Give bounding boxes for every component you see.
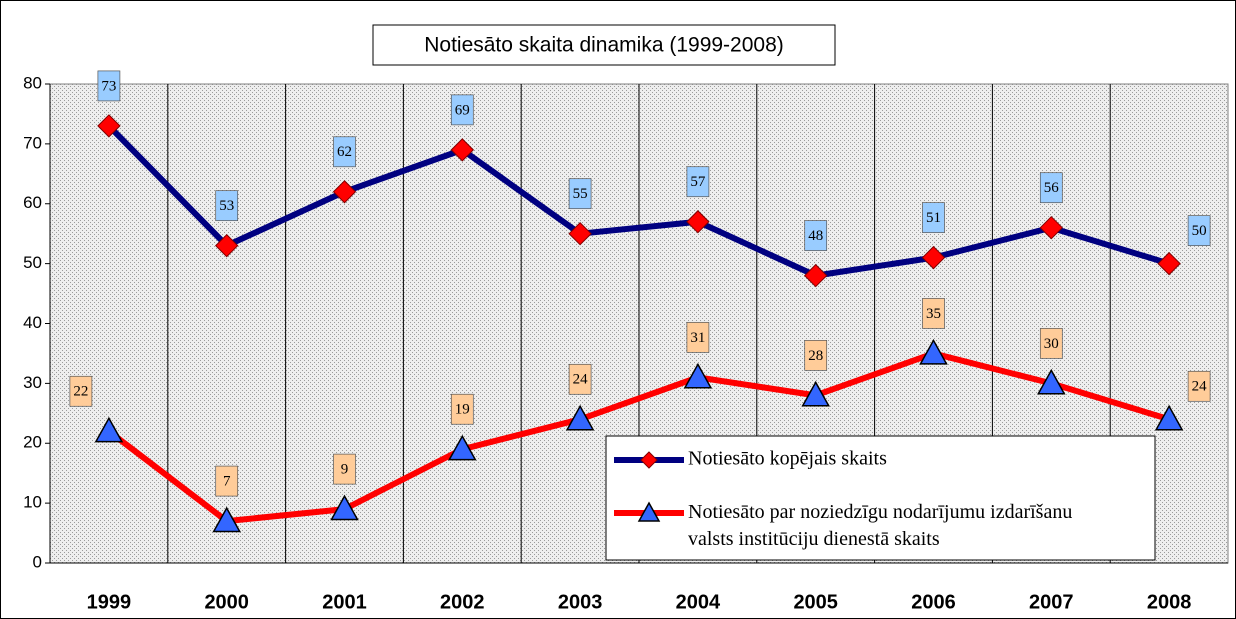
y-tick-label: 80 xyxy=(23,73,42,92)
marker xyxy=(212,506,241,533)
data-label-box xyxy=(568,178,592,210)
legend-box xyxy=(605,435,1156,561)
x-tick-label: 2008 xyxy=(1147,591,1192,613)
x-tick-label: 2003 xyxy=(558,591,603,613)
data-label-box xyxy=(215,465,239,497)
data-label: 19 xyxy=(455,402,470,418)
y-tick-label: 70 xyxy=(23,133,42,152)
data-label-box xyxy=(686,166,710,198)
marker xyxy=(568,221,592,246)
marker xyxy=(683,362,713,389)
x-tick-label: 2006 xyxy=(911,591,956,613)
legend-label: Notiesāto kopējais skaits xyxy=(688,448,887,470)
marker xyxy=(1039,215,1064,240)
y-tick-label: 10 xyxy=(23,493,42,512)
marker xyxy=(921,245,946,270)
data-label: 51 xyxy=(926,210,941,226)
y-tick-label: 0 xyxy=(33,552,42,571)
y-tick-label: 50 xyxy=(23,253,42,272)
data-label: 24 xyxy=(573,372,589,388)
series-line xyxy=(106,123,1170,279)
marker xyxy=(1037,368,1066,395)
data-label: 56 xyxy=(1044,180,1060,196)
data-label-box xyxy=(1187,370,1211,402)
y-tick-label: 40 xyxy=(23,313,42,332)
x-tick-label: 1999 xyxy=(87,591,132,613)
x-tick-label: 2000 xyxy=(204,591,249,613)
marker xyxy=(214,233,239,258)
data-label-box xyxy=(686,322,710,353)
data-label: 55 xyxy=(573,186,588,202)
marker xyxy=(1157,251,1181,276)
data-label-box xyxy=(1039,328,1063,359)
marker xyxy=(448,434,477,461)
data-label-box xyxy=(97,70,121,102)
data-label-box xyxy=(450,94,474,126)
data-label: 28 xyxy=(808,348,823,364)
marker xyxy=(94,416,124,443)
data-label-box xyxy=(922,298,945,329)
data-label: 69 xyxy=(455,102,470,118)
data-label-box xyxy=(450,393,474,425)
marker xyxy=(1154,404,1184,431)
series-line xyxy=(107,350,1170,525)
marker xyxy=(686,210,710,234)
data-label: 57 xyxy=(690,174,706,190)
marker xyxy=(637,501,661,522)
y-tick-label: 20 xyxy=(23,433,42,452)
marker xyxy=(801,380,830,407)
x-tick-label: 2002 xyxy=(440,591,485,613)
data-label: 22 xyxy=(73,384,88,400)
data-label: 53 xyxy=(219,198,234,214)
data-label-box xyxy=(1039,172,1063,204)
legend-label: Notiesāto par noziedzīgu nodarījumu izda… xyxy=(688,501,1072,550)
x-tick-label: 2001 xyxy=(322,591,367,613)
data-label-box xyxy=(1187,215,1211,246)
data-label: 30 xyxy=(1044,336,1059,352)
marker xyxy=(803,263,828,288)
data-label: 73 xyxy=(101,78,116,94)
data-label-box xyxy=(69,375,93,407)
data-label: 48 xyxy=(808,228,823,244)
y-tick-label: 60 xyxy=(23,193,42,212)
data-label: 9 xyxy=(341,462,349,478)
marker xyxy=(450,138,475,162)
marker xyxy=(919,338,948,365)
data-label-box xyxy=(804,340,828,371)
x-tick-label: 2005 xyxy=(793,591,838,613)
marker xyxy=(332,180,357,204)
data-label: 50 xyxy=(1192,223,1207,239)
marker xyxy=(97,114,121,138)
data-label-box xyxy=(333,136,356,168)
marker xyxy=(330,494,359,521)
y-tick-label: 30 xyxy=(23,373,42,392)
data-label-box xyxy=(333,453,356,485)
data-label-box xyxy=(804,220,828,251)
title-box xyxy=(372,24,836,66)
data-label-box xyxy=(568,363,592,395)
x-tick-label: 2004 xyxy=(676,591,721,613)
data-label-box xyxy=(215,190,239,222)
chart-title: Notiesāto skaita dinamika (1999-2008) xyxy=(424,34,784,57)
data-label: 62 xyxy=(337,144,352,160)
data-label: 24 xyxy=(1192,379,1208,395)
marker xyxy=(640,451,658,469)
marker xyxy=(565,404,595,431)
data-label: 31 xyxy=(690,330,705,346)
x-tick-label: 2007 xyxy=(1029,591,1074,613)
data-label-box xyxy=(922,202,945,233)
data-label: 7 xyxy=(223,474,231,490)
data-label: 35 xyxy=(926,306,941,322)
